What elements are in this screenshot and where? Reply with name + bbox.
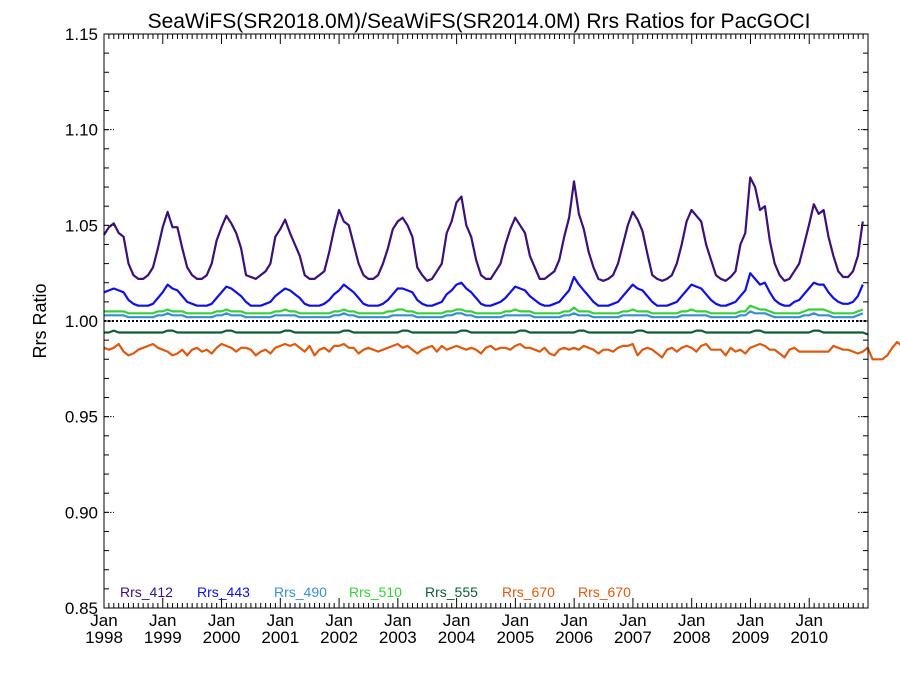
x-tick-label-year: 2004 — [438, 628, 476, 647]
y-tick-label: 0.85 — [65, 599, 98, 618]
x-tick-label-year: 2009 — [732, 628, 770, 647]
series-line-rrs-490 — [104, 310, 864, 319]
y-tick-label: 1.15 — [65, 25, 98, 44]
x-tick-label-month: Jan — [384, 611, 411, 630]
x-tick-label-month: Jan — [208, 611, 235, 630]
legend-item-rrs-510: Rrs_510 — [349, 584, 402, 600]
legend: Rrs_412 Rrs_443 Rrs_490 Rrs_510 Rrs_555 Rrs_6… — [120, 584, 631, 600]
x-tick-label-month: Jan — [560, 611, 587, 630]
x-tick-label-month: Jan — [737, 611, 764, 630]
x-tick-label-year: 2005 — [496, 628, 534, 647]
y-tick-label: 0.95 — [65, 408, 98, 427]
x-tick-label-year: 2003 — [379, 628, 417, 647]
x-tick-label-month: Jan — [325, 611, 352, 630]
x-tick-label-month: Jan — [678, 611, 705, 630]
x-tick-label-year: 2006 — [555, 628, 593, 647]
y-axis-label: Rrs Ratio — [30, 283, 50, 358]
x-tick-label-year: 2000 — [203, 628, 241, 647]
y-tick-label: 1.10 — [65, 121, 98, 140]
x-tick-label-year: 1999 — [144, 628, 182, 647]
legend-item-rrs-412: Rrs_412 — [120, 584, 173, 600]
x-tick-label-month: Jan — [90, 611, 117, 630]
series-group — [103, 176, 900, 361]
y-tick-label: 1.05 — [65, 216, 98, 235]
x-tick-label-year: 1998 — [85, 628, 123, 647]
x-tick-label-month: Jan — [149, 611, 176, 630]
x-tick-label-year: 2001 — [261, 628, 299, 647]
y-axis-ticks: 0.85 0.90 0.95 1.00 1.05 1.10 1.15 — [65, 25, 868, 618]
x-tick-label-year: 2010 — [790, 628, 828, 647]
x-tick-label-year: 2002 — [320, 628, 358, 647]
legend-item-rrs-443: Rrs_443 — [197, 584, 250, 600]
series-line-rrs-555 — [104, 329, 869, 336]
x-axis-ticks: Jan1998Jan1999Jan2000Jan2001Jan2002Jan20… — [85, 34, 869, 647]
series-line-rrs-412 — [103, 176, 864, 282]
y-tick-label: 0.90 — [65, 503, 98, 522]
legend-item-rrs-555: Rrs_555 — [425, 584, 478, 600]
x-tick-label-month: Jan — [443, 611, 470, 630]
x-tick-label-month: Jan — [267, 611, 294, 630]
x-tick-label-month: Jan — [502, 611, 529, 630]
legend-item-rrs-670: Rrs_670 — [502, 584, 555, 600]
x-tick-label-year: 2008 — [673, 628, 711, 647]
series-line-rrs-443 — [103, 272, 864, 307]
x-tick-label-month: Jan — [619, 611, 646, 630]
y-tick-label: 1.00 — [65, 312, 98, 331]
chart-title: SeaWiFS(SR2018.0M)/SeaWiFS(SR2014.0M) Rr… — [148, 10, 811, 33]
legend-item-rrs-670: Rrs_670 — [578, 584, 631, 600]
legend-item-rrs-490: Rrs_490 — [274, 584, 327, 600]
x-tick-label-month: Jan — [796, 611, 823, 630]
x-tick-label-year: 2007 — [614, 628, 652, 647]
series-line-rrs-670 — [103, 340, 900, 361]
series-line-rrs-510 — [104, 304, 864, 315]
